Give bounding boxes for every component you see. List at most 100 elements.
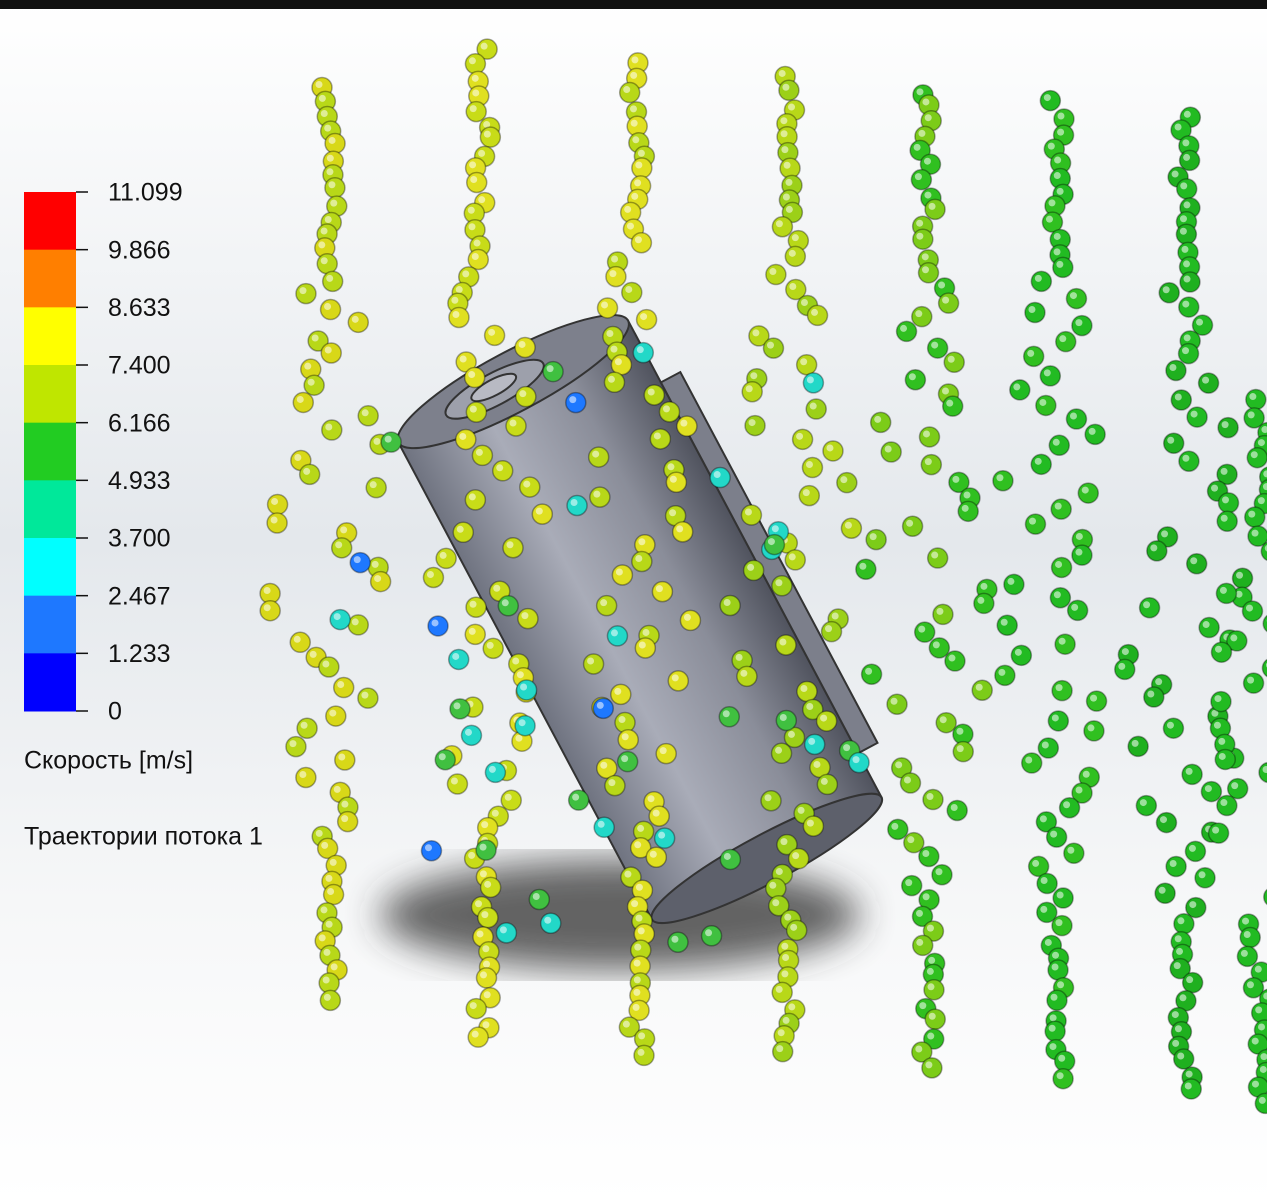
particle-highlight bbox=[671, 936, 678, 943]
particle-highlight bbox=[963, 492, 970, 499]
particle bbox=[680, 610, 700, 630]
particle bbox=[1068, 600, 1088, 620]
particle-highlight bbox=[1055, 919, 1062, 926]
particle-highlight bbox=[935, 868, 942, 875]
particle-highlight bbox=[1222, 496, 1229, 503]
particle-highlight bbox=[891, 698, 898, 705]
particle bbox=[915, 622, 935, 642]
particle bbox=[493, 461, 513, 481]
particle-highlight bbox=[976, 684, 983, 691]
particle-highlight bbox=[627, 223, 634, 230]
particle-highlight bbox=[923, 430, 930, 437]
particle-highlight bbox=[1055, 561, 1062, 568]
particle-highlight bbox=[769, 882, 776, 889]
particle-highlight bbox=[1181, 246, 1188, 253]
particle-highlight bbox=[481, 43, 488, 50]
particle bbox=[634, 1045, 654, 1065]
particle-highlight bbox=[601, 301, 608, 308]
particle-highlight bbox=[338, 753, 345, 760]
particle bbox=[1037, 873, 1057, 893]
particle-highlight bbox=[638, 538, 645, 545]
particle-highlight bbox=[1214, 722, 1221, 729]
particle bbox=[1247, 448, 1267, 468]
particle bbox=[1085, 424, 1105, 444]
particle-highlight bbox=[470, 105, 477, 112]
particle-highlight bbox=[1015, 649, 1022, 656]
particle bbox=[787, 920, 807, 940]
particle-highlight bbox=[460, 356, 467, 363]
particle bbox=[326, 706, 346, 726]
particle bbox=[1201, 782, 1221, 802]
particle-highlight bbox=[669, 509, 676, 516]
particle-highlight bbox=[341, 815, 348, 822]
particle bbox=[1128, 736, 1148, 756]
particle-highlight bbox=[318, 241, 325, 248]
particle bbox=[467, 173, 487, 193]
particle-highlight bbox=[459, 433, 466, 440]
particle-highlight bbox=[769, 268, 776, 275]
particle-highlight bbox=[1140, 799, 1147, 806]
particle-highlight bbox=[352, 316, 359, 323]
particle bbox=[465, 490, 485, 510]
particle-highlight bbox=[1159, 887, 1166, 894]
particle bbox=[268, 494, 288, 514]
particle-highlight bbox=[1054, 157, 1061, 164]
particle bbox=[1087, 691, 1107, 711]
particle-highlight bbox=[1189, 845, 1196, 852]
particle-highlight bbox=[1007, 578, 1014, 585]
particle-highlight bbox=[470, 176, 477, 183]
particle-highlight bbox=[484, 881, 491, 888]
particle-highlight bbox=[1247, 677, 1254, 684]
particle-highlight bbox=[1248, 411, 1255, 418]
particle bbox=[888, 819, 908, 839]
particle bbox=[1177, 179, 1197, 199]
particle bbox=[1240, 927, 1260, 947]
particle bbox=[817, 711, 837, 731]
particle-highlight bbox=[487, 642, 494, 649]
particle bbox=[612, 565, 632, 585]
particle bbox=[1038, 738, 1058, 758]
particle-highlight bbox=[916, 233, 923, 240]
particle bbox=[1053, 888, 1073, 908]
particle bbox=[1183, 973, 1203, 993]
particle-highlight bbox=[472, 253, 479, 260]
particle-highlight bbox=[623, 1021, 630, 1028]
particle-highlight bbox=[1057, 892, 1064, 899]
particle bbox=[483, 638, 503, 658]
particle-highlight bbox=[325, 216, 332, 223]
legend-band bbox=[24, 653, 76, 711]
particle bbox=[1215, 749, 1235, 769]
particle-highlight bbox=[1175, 123, 1182, 130]
particle bbox=[1053, 1069, 1073, 1089]
particle-highlight bbox=[469, 57, 476, 64]
particle-highlight bbox=[1058, 1055, 1065, 1062]
particle bbox=[1182, 764, 1202, 784]
particle-highlight bbox=[1186, 1071, 1193, 1078]
particle-highlight bbox=[322, 661, 329, 668]
particle-highlight bbox=[825, 625, 832, 632]
particle-highlight bbox=[321, 842, 328, 849]
particle-highlight bbox=[1242, 918, 1249, 925]
particle-highlight bbox=[451, 777, 458, 784]
legend-tick-label: 1.233 bbox=[108, 640, 171, 668]
particle bbox=[567, 495, 587, 515]
particle-highlight bbox=[451, 297, 458, 304]
particle-highlight bbox=[533, 893, 540, 900]
particle-highlight bbox=[1175, 393, 1182, 400]
particle-highlight bbox=[772, 899, 779, 906]
particle bbox=[995, 665, 1015, 685]
particle-highlight bbox=[1054, 591, 1061, 598]
particle bbox=[932, 865, 952, 885]
particle-highlight bbox=[1212, 827, 1219, 834]
particle-highlight bbox=[492, 810, 499, 817]
particle bbox=[618, 730, 638, 750]
particle-highlight bbox=[783, 193, 790, 200]
particle bbox=[472, 445, 492, 465]
particle bbox=[772, 217, 792, 237]
particle bbox=[1218, 418, 1238, 438]
particle bbox=[466, 402, 486, 422]
particle-highlight bbox=[1255, 1006, 1262, 1013]
particle bbox=[348, 312, 368, 332]
particle bbox=[319, 657, 339, 677]
particle-highlight bbox=[1118, 663, 1125, 670]
